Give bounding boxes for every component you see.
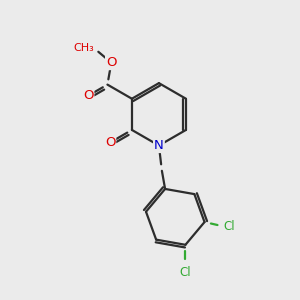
Text: O: O [105, 136, 115, 149]
Text: Cl: Cl [224, 220, 236, 233]
Text: Cl: Cl [180, 266, 191, 279]
Text: N: N [154, 139, 164, 152]
Text: O: O [83, 89, 93, 102]
Text: O: O [106, 56, 117, 69]
Text: CH₃: CH₃ [74, 43, 94, 53]
